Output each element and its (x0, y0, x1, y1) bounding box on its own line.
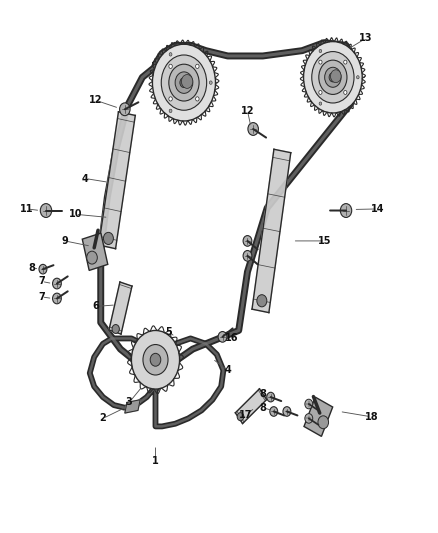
Circle shape (329, 72, 337, 82)
Circle shape (112, 325, 120, 334)
Circle shape (331, 70, 341, 83)
Circle shape (103, 232, 113, 245)
Circle shape (169, 109, 172, 112)
Circle shape (169, 53, 172, 56)
Polygon shape (235, 389, 267, 424)
Circle shape (180, 78, 188, 87)
Text: 15: 15 (318, 236, 332, 246)
Circle shape (319, 60, 347, 94)
Text: 6: 6 (92, 302, 99, 311)
Circle shape (325, 67, 341, 87)
Text: 4: 4 (82, 174, 89, 183)
Circle shape (319, 102, 322, 105)
Text: 17: 17 (240, 410, 253, 419)
Circle shape (237, 413, 244, 421)
Circle shape (304, 42, 362, 113)
Circle shape (87, 251, 97, 264)
Polygon shape (252, 149, 291, 312)
Text: 8: 8 (259, 403, 266, 413)
Circle shape (150, 353, 161, 366)
Text: 18: 18 (364, 412, 378, 422)
Circle shape (169, 97, 172, 101)
Text: 8: 8 (259, 390, 266, 399)
Text: 1: 1 (152, 456, 159, 466)
Circle shape (53, 293, 61, 304)
Circle shape (161, 55, 207, 110)
Circle shape (344, 91, 347, 94)
Circle shape (344, 60, 347, 64)
Circle shape (143, 344, 168, 375)
Circle shape (312, 52, 354, 103)
Circle shape (319, 50, 322, 53)
Circle shape (196, 64, 199, 68)
Text: 7: 7 (38, 277, 45, 286)
Text: 10: 10 (69, 209, 82, 219)
Circle shape (243, 236, 252, 246)
Circle shape (152, 44, 215, 121)
Text: 2: 2 (99, 414, 106, 423)
Circle shape (270, 407, 278, 416)
Text: 16: 16 (225, 334, 238, 343)
Circle shape (283, 407, 291, 416)
Text: 13: 13 (359, 34, 372, 43)
Circle shape (257, 295, 267, 307)
Text: 7: 7 (38, 292, 45, 302)
Circle shape (267, 392, 275, 402)
Circle shape (319, 91, 322, 94)
Polygon shape (125, 400, 140, 413)
Circle shape (53, 278, 61, 289)
Circle shape (40, 204, 52, 217)
Text: 11: 11 (21, 204, 34, 214)
Circle shape (319, 60, 322, 64)
Circle shape (305, 414, 313, 423)
Text: 3: 3 (126, 398, 133, 407)
Text: 4: 4 (224, 366, 231, 375)
Circle shape (305, 399, 313, 409)
Circle shape (357, 76, 359, 79)
Circle shape (243, 251, 252, 261)
Circle shape (196, 97, 199, 101)
Polygon shape (99, 112, 135, 249)
Polygon shape (109, 282, 132, 334)
Text: 8: 8 (28, 263, 35, 272)
Polygon shape (304, 397, 333, 437)
Circle shape (131, 330, 180, 389)
Text: 9: 9 (61, 236, 68, 246)
Polygon shape (82, 233, 108, 270)
Circle shape (169, 64, 199, 101)
Circle shape (318, 416, 328, 429)
Text: 5: 5 (165, 327, 172, 336)
Text: 12: 12 (89, 95, 102, 105)
Circle shape (175, 72, 193, 93)
Text: 14: 14 (371, 204, 384, 214)
Circle shape (340, 204, 352, 217)
Circle shape (120, 103, 130, 116)
Circle shape (248, 123, 258, 135)
Circle shape (209, 81, 212, 84)
Circle shape (169, 64, 172, 68)
Circle shape (39, 264, 47, 274)
Circle shape (218, 332, 227, 342)
Circle shape (181, 75, 193, 88)
Text: 12: 12 (241, 106, 254, 116)
